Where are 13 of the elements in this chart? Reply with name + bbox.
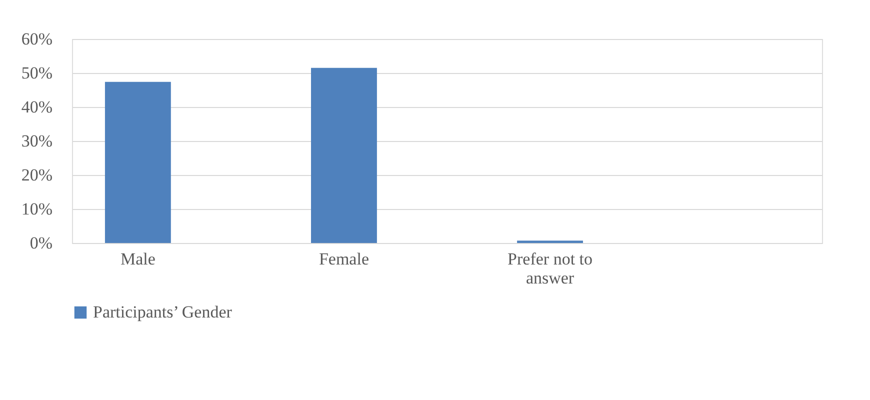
y-tick-label: 30% xyxy=(21,132,52,150)
legend-label: Participants’ Gender xyxy=(93,302,232,322)
y-tick-label: 60% xyxy=(21,30,52,48)
y-tick-label: 20% xyxy=(21,166,52,184)
y-tick-label: 50% xyxy=(21,64,52,82)
bar xyxy=(104,82,171,243)
x-tick-label: Female xyxy=(318,250,369,268)
bar xyxy=(311,68,377,243)
y-tick-label: 10% xyxy=(21,200,52,218)
x-tick-label: Prefer not to answer xyxy=(508,250,593,288)
x-tick-label: Male xyxy=(120,250,156,268)
y-tick-label: 40% xyxy=(21,98,52,116)
y-tick-label: 0% xyxy=(30,234,52,252)
